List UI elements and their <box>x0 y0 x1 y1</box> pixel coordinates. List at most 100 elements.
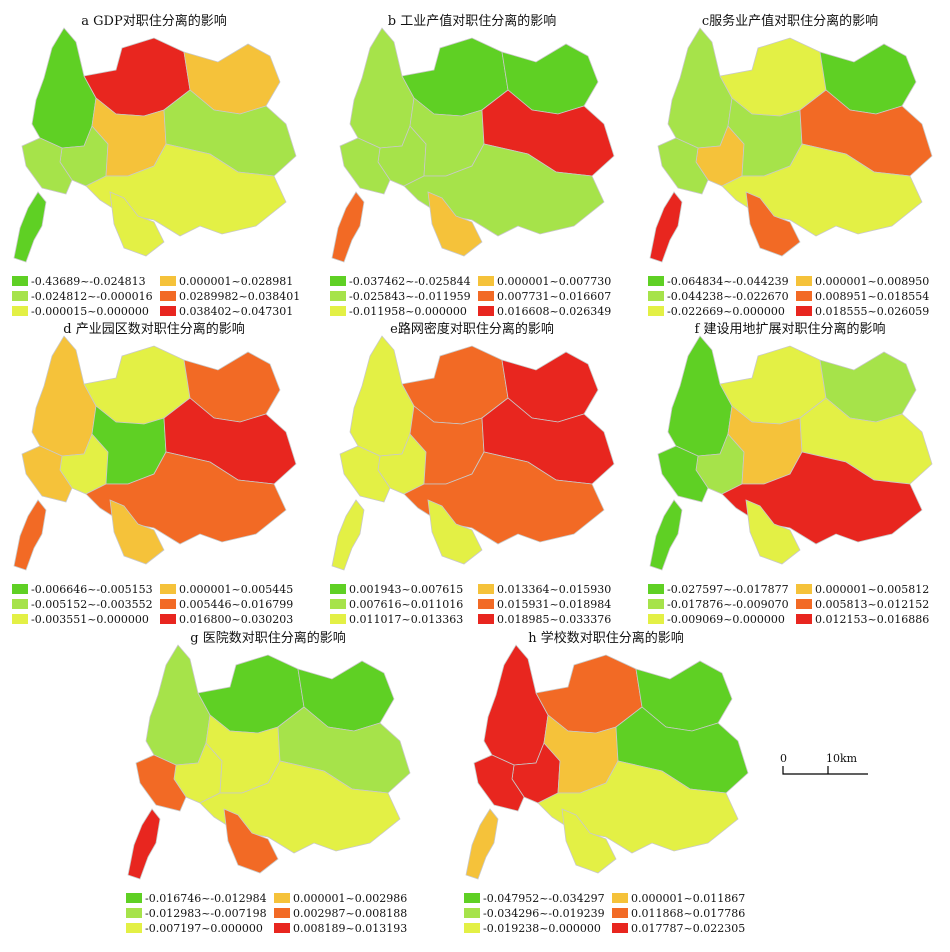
map-region-nw <box>349 335 415 457</box>
legend-swatch <box>274 908 290 918</box>
legend-item: 0.005813~0.012152 <box>796 597 929 611</box>
legend-swatch <box>160 276 176 286</box>
map-region-isl <box>13 191 47 263</box>
map-region-sw <box>339 445 391 503</box>
legend-item: -0.019238~0.000000 <box>464 921 601 935</box>
legend-swatch <box>478 614 494 624</box>
legend-item: -0.034296~-0.019239 <box>464 906 605 920</box>
legend-item: 0.013364~0.015930 <box>478 582 611 596</box>
legend-swatch <box>478 276 494 286</box>
legend-item: 0.000001~0.005445 <box>160 582 293 596</box>
legend-label: 0.013364~0.015930 <box>497 582 612 596</box>
legend-label: -0.009069~0.000000 <box>667 612 785 626</box>
legend-item: -0.022669~0.000000 <box>648 304 785 318</box>
legend-item: -0.003551~0.000000 <box>12 612 149 626</box>
map-region-pen <box>561 808 617 874</box>
map-region-nw <box>31 27 97 149</box>
map-region-pen <box>427 191 483 257</box>
legend-label: -0.011958~0.000000 <box>349 304 467 318</box>
map-region-sw <box>473 754 525 812</box>
legend-label: 0.018555~0.026059 <box>815 304 930 318</box>
legend-swatch <box>796 291 812 301</box>
legend-label: -0.005152~-0.003552 <box>31 597 153 611</box>
map-region-isl <box>649 499 683 571</box>
legend-item: -0.044238~-0.022670 <box>648 289 789 303</box>
legend-item: 0.0289982~0.038401 <box>160 289 300 303</box>
legend-label: -0.022669~0.000000 <box>667 304 785 318</box>
map-panel-c: c服务业产值对职住分离的影响 -0.064834~-0.044239 -0.044… <box>640 10 940 318</box>
panel-title: h 学校数对职住分离的影响 <box>528 631 684 646</box>
legend-item: -0.047952~-0.034297 <box>464 891 605 905</box>
legend-label: -0.006646~-0.005153 <box>31 582 153 596</box>
legend-label: -0.047952~-0.034297 <box>483 891 605 905</box>
map-legend: -0.064834~-0.044239 -0.044238~-0.022670 -0… <box>648 274 938 322</box>
legend-label: 0.005813~0.012152 <box>815 597 930 611</box>
legend-item: -0.006646~-0.005153 <box>12 582 153 596</box>
legend-label: -0.024812~-0.000016 <box>31 289 153 303</box>
legend-swatch <box>648 614 664 624</box>
choropleth-map <box>649 335 933 571</box>
map-region-sw <box>135 754 187 812</box>
scale-distance-label: 10km <box>826 752 858 765</box>
legend-swatch <box>648 306 664 316</box>
panel-title: b 工业产值对职住分离的影响 <box>387 14 557 29</box>
legend-item: 0.012153~0.016886 <box>796 612 929 626</box>
choropleth-map <box>649 27 933 263</box>
legend-label: 0.000001~0.008950 <box>815 274 930 288</box>
map-region-sw <box>339 137 391 195</box>
legend-item: 0.016608~0.026349 <box>478 304 611 318</box>
panel-title: g 医院数对职住分离的影响 <box>190 631 346 646</box>
choropleth-map <box>465 644 749 880</box>
legend-swatch <box>160 291 176 301</box>
legend-swatch <box>12 291 28 301</box>
legend-swatch <box>796 584 812 594</box>
legend-label: 0.017787~0.022305 <box>631 921 746 935</box>
legend-swatch <box>330 614 346 624</box>
map-region-pen <box>745 499 801 565</box>
legend-swatch <box>478 306 494 316</box>
legend-swatch <box>478 584 494 594</box>
legend-item: -0.007197~0.000000 <box>126 921 263 935</box>
legend-swatch <box>612 893 628 903</box>
legend-item: 0.016800~0.030203 <box>160 612 293 626</box>
legend-swatch <box>796 614 812 624</box>
legend-item: -0.027597~-0.017877 <box>648 582 789 596</box>
legend-item: 0.007616~0.011016 <box>330 597 463 611</box>
legend-swatch <box>648 599 664 609</box>
legend-swatch <box>330 599 346 609</box>
legend-item: -0.064834~-0.044239 <box>648 274 789 288</box>
legend-swatch <box>478 599 494 609</box>
legend-item: 0.002987~0.008188 <box>274 906 407 920</box>
legend-label: -0.016746~-0.012984 <box>145 891 267 905</box>
legend-label: 0.000001~0.005812 <box>815 582 930 596</box>
legend-swatch <box>12 614 28 624</box>
legend-swatch <box>12 599 28 609</box>
panel-title: d 产业园区数对职住分离的影响 <box>63 322 245 337</box>
legend-item: 0.000001~0.005812 <box>796 582 929 596</box>
legend-item: 0.008951~0.018554 <box>796 289 929 303</box>
legend-swatch <box>464 893 480 903</box>
legend-swatch <box>464 923 480 933</box>
map-legend: -0.027597~-0.017877 -0.017876~-0.009070 -0… <box>648 582 938 630</box>
legend-label: -0.43689~-0.024813 <box>31 274 146 288</box>
legend-label: 0.000001~0.005445 <box>179 582 294 596</box>
legend-item: -0.005152~-0.003552 <box>12 597 153 611</box>
legend-item: 0.005446~0.016799 <box>160 597 293 611</box>
map-panel-e: e路网密度对职住分离的影响 0.001943~0.007615 0.007616~… <box>322 318 622 626</box>
legend-label: 0.008189~0.013193 <box>293 921 408 935</box>
legend-swatch <box>160 599 176 609</box>
legend-swatch <box>126 893 142 903</box>
panel-title: c服务业产值对职住分离的影响 <box>701 14 879 29</box>
legend-swatch <box>274 893 290 903</box>
legend-label: 0.007731~0.016607 <box>497 289 612 303</box>
legend-label: 0.011017~0.013363 <box>349 612 464 626</box>
legend-label: -0.007197~0.000000 <box>145 921 263 935</box>
scale-bar: 0 10km <box>780 752 870 782</box>
legend-item: 0.018985~0.033376 <box>478 612 611 626</box>
legend-item: 0.000001~0.011867 <box>612 891 745 905</box>
map-region-sw <box>657 445 709 503</box>
legend-label: 0.016800~0.030203 <box>179 612 294 626</box>
map-legend: 0.001943~0.007615 0.007616~0.011016 0.0110… <box>330 582 620 630</box>
legend-item: -0.025843~-0.011959 <box>330 289 471 303</box>
legend-swatch <box>160 584 176 594</box>
